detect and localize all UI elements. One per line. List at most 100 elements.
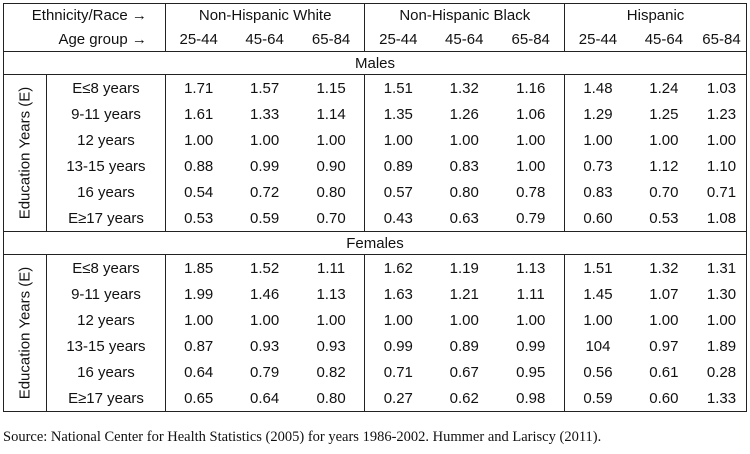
value-cell: 104	[564, 333, 631, 359]
value-cell: 1.00	[516, 157, 546, 175]
value-cell: 0.53	[164, 205, 232, 232]
value-cell: 0.87	[164, 333, 232, 359]
value-cell: 0.70	[297, 205, 365, 232]
age-header: 45-64	[630, 27, 697, 52]
value-cell: 1.03	[696, 74, 747, 101]
value-cell: 0.63	[431, 205, 498, 232]
value-cell: 1.00	[164, 307, 232, 333]
age-header: 25-44	[164, 27, 232, 52]
value-cell: 1.71	[164, 74, 232, 101]
age-header-label: Age group →	[3, 27, 166, 52]
value-cell: 0.43	[364, 205, 432, 232]
value-cell: 0.98	[497, 385, 565, 412]
age-header: 45-64	[431, 27, 498, 52]
value-cell: 0.28	[696, 359, 747, 385]
value-cell: 1.61	[164, 101, 232, 127]
value-cell: 0.62	[431, 385, 498, 412]
value-cell: 1.52	[250, 259, 280, 277]
value-cell: 1.00	[316, 311, 346, 329]
value-cell: 0.95	[516, 363, 546, 381]
value-cell: 1.51	[364, 74, 432, 101]
value-cell: 1.62	[364, 254, 432, 281]
section-title: Males	[3, 51, 747, 75]
row-label: E≤8 years	[46, 74, 166, 101]
age-header: 65-84	[297, 27, 365, 52]
value-cell: 1.00	[449, 131, 479, 149]
value-cell: 1.24	[649, 79, 679, 97]
value-cell: 0.72	[250, 183, 280, 201]
row-label: E≤8 years	[46, 254, 166, 281]
value-cell: 0.71	[696, 179, 747, 205]
age-header: 45-64	[231, 27, 298, 52]
value-cell: 0.79	[497, 205, 565, 232]
row-label: 16 years	[46, 179, 166, 205]
value-cell: 1.00	[364, 307, 432, 333]
value-cell: 1.35	[364, 101, 432, 127]
value-cell: 1.85	[164, 254, 232, 281]
value-cell: 0.89	[449, 337, 479, 355]
value-cell: 0.53	[630, 205, 697, 232]
table-row: 12 years 1.00 1.00 1.00 1.00 1.00 1.00 1.00 1.00…	[4, 307, 747, 333]
row-label: 12 years	[46, 127, 166, 153]
value-cell: 0.56	[564, 359, 631, 385]
value-cell: 0.80	[316, 183, 346, 201]
value-cell: 0.54	[164, 179, 232, 205]
value-cell: 1.00	[649, 131, 679, 149]
value-cell: 1.19	[449, 259, 479, 277]
ethnicity-header-label: Ethnicity/Race →	[3, 3, 166, 27]
value-cell: 0.67	[449, 363, 479, 381]
value-cell: 1.11	[317, 259, 346, 277]
value-cell: 0.64	[164, 359, 232, 385]
value-cell: 1.23	[696, 101, 747, 127]
age-header: 65-84	[497, 27, 565, 52]
value-cell: 1.26	[449, 105, 479, 123]
value-cell: 0.27	[364, 385, 432, 412]
value-cell: 0.59	[231, 205, 298, 232]
value-cell: 1.00	[696, 127, 747, 153]
value-cell: 0.60	[630, 385, 697, 412]
group-header-hispanic: Hispanic	[564, 3, 747, 27]
table-row: 13-15 years 0.87 0.93 0.93 0.99 0.89 0.99 104 0.…	[4, 333, 747, 359]
value-cell: 0.60	[564, 205, 631, 232]
value-cell: 0.61	[649, 363, 679, 381]
value-cell: 1.00	[564, 127, 631, 153]
value-cell: 0.73	[564, 153, 631, 179]
value-cell: 0.99	[364, 333, 432, 359]
row-label: 12 years	[46, 307, 166, 333]
value-cell: 1.11	[516, 285, 545, 303]
row-label: 13-15 years	[46, 153, 166, 179]
value-cell: 1.14	[316, 105, 346, 123]
row-label: E≥17 years	[46, 385, 166, 412]
value-cell: 0.83	[449, 157, 479, 175]
row-label: 9-11 years	[46, 281, 166, 307]
value-cell: 0.93	[316, 337, 346, 355]
value-cell: 1.00	[449, 311, 479, 329]
row-label: 16 years	[46, 359, 166, 385]
value-cell: 1.25	[649, 105, 679, 123]
value-cell: 1.08	[696, 205, 747, 232]
age-header: 65-84	[696, 27, 747, 52]
value-cell: 1.99	[164, 281, 232, 307]
value-cell: 0.83	[564, 179, 631, 205]
value-cell: 1.07	[649, 285, 679, 303]
value-cell: 1.30	[696, 281, 747, 307]
table-row: 12 years 1.00 1.00 1.00 1.00 1.00 1.00 1.00 1.00…	[4, 127, 747, 153]
value-cell: 0.93	[250, 337, 280, 355]
value-cell: 1.51	[564, 254, 631, 281]
table-row: E≥17 years 0.53 0.59 0.70 0.43 0.63 0.79 0.60 0.…	[4, 205, 747, 232]
table-row: E≥17 years 0.65 0.64 0.80 0.27 0.62 0.98 0.59 0.…	[4, 385, 747, 412]
table-row: 16 years 0.64 0.79 0.82 0.71 0.67 0.95 0.56 0.61…	[4, 359, 747, 385]
value-cell: 0.64	[231, 385, 298, 412]
value-cell: 1.29	[564, 101, 631, 127]
value-cell: 1.48	[564, 74, 631, 101]
value-cell: 0.57	[364, 179, 432, 205]
value-cell: 0.80	[297, 385, 365, 412]
value-cell: 1.00	[516, 131, 546, 149]
education-axis-label: Education Years (E)	[16, 266, 34, 400]
value-cell: 1.00	[316, 131, 346, 149]
value-cell: 1.45	[564, 281, 631, 307]
table-row: 9-11 years 1.61 1.33 1.14 1.35 1.26 1.06 1.29 1.…	[4, 101, 747, 127]
value-cell: 1.00	[516, 311, 546, 329]
row-label: 13-15 years	[46, 333, 166, 359]
table-row: 9-11 years 1.99 1.46 1.13 1.63 1.21 1.11 1.45 1.…	[4, 281, 747, 307]
